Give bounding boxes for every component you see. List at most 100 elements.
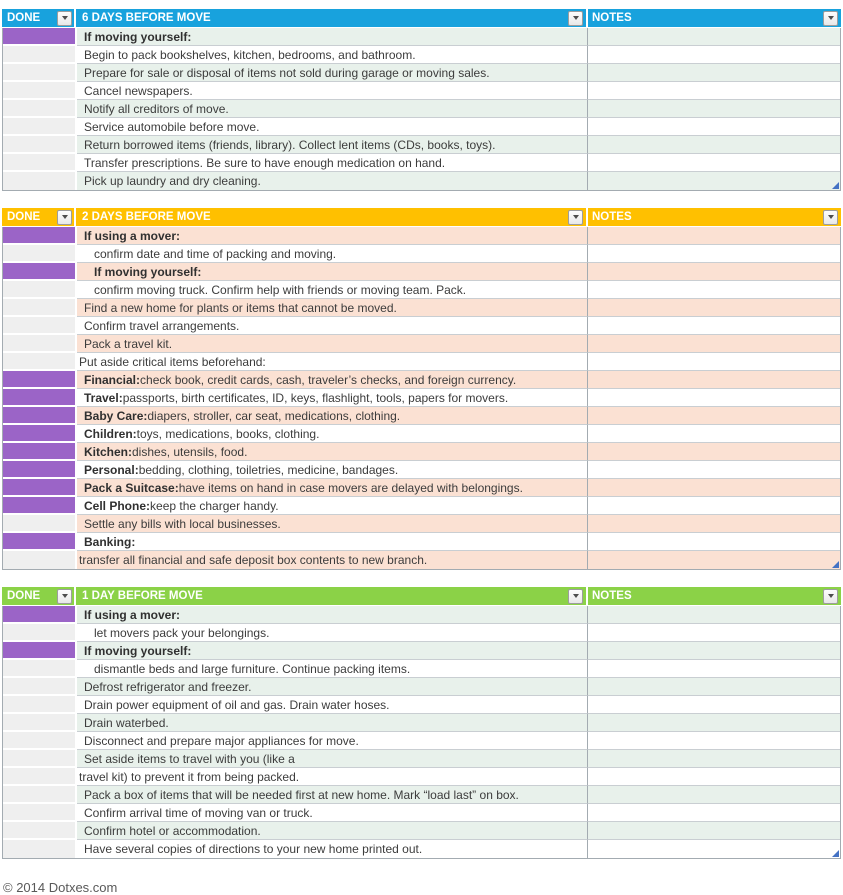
done-cell[interactable] <box>3 317 77 335</box>
notes-cell[interactable] <box>588 660 840 678</box>
done-cell[interactable] <box>3 696 77 714</box>
notes-cell[interactable] <box>588 100 840 118</box>
task-cell[interactable]: Drain power equipment of oil and gas. Dr… <box>77 696 588 714</box>
task-cell[interactable]: Baby Care: diapers, stroller, car seat, … <box>77 407 588 425</box>
done-cell[interactable] <box>3 82 77 100</box>
done-cell-marked[interactable] <box>3 533 77 551</box>
done-cell[interactable] <box>3 804 77 822</box>
task-cell[interactable]: Return borrowed items (friends, library)… <box>77 136 588 154</box>
notes-cell[interactable] <box>588 136 840 154</box>
done-cell[interactable] <box>3 118 77 136</box>
task-cell[interactable]: Settle any bills with local businesses. <box>77 515 588 533</box>
notes-cell[interactable] <box>588 678 840 696</box>
task-cell[interactable]: Banking: <box>77 533 588 551</box>
notes-cell[interactable] <box>588 624 840 642</box>
done-cell-marked[interactable] <box>3 407 77 425</box>
done-cell-marked[interactable] <box>3 389 77 407</box>
done-cell[interactable] <box>3 335 77 353</box>
notes-cell[interactable] <box>588 371 840 389</box>
task-cell[interactable]: Begin to pack bookshelves, kitchen, bedr… <box>77 46 588 64</box>
task-cell[interactable]: Service automobile before move. <box>77 118 588 136</box>
done-cell[interactable] <box>3 732 77 750</box>
notes-filter-dropdown[interactable] <box>823 10 838 26</box>
notes-cell[interactable] <box>588 714 840 732</box>
done-cell[interactable] <box>3 172 77 190</box>
task-cell[interactable]: Put aside critical items beforehand: <box>77 353 588 371</box>
notes-cell[interactable] <box>588 533 840 551</box>
notes-cell[interactable] <box>588 768 840 786</box>
task-cell[interactable]: If using a mover: <box>77 606 588 624</box>
notes-cell[interactable] <box>588 64 840 82</box>
task-cell[interactable]: Confirm arrival time of moving van or tr… <box>77 804 588 822</box>
done-cell-marked[interactable] <box>3 263 77 281</box>
task-cell[interactable]: Travel: passports, birth certificates, I… <box>77 389 588 407</box>
task-cell[interactable]: let movers pack your belongings. <box>77 624 588 642</box>
task-cell[interactable]: Transfer prescriptions. Be sure to have … <box>77 154 588 172</box>
task-cell[interactable]: Pack a Suitcase: have items on hand in c… <box>77 479 588 497</box>
task-cell[interactable]: Confirm travel arrangements. <box>77 317 588 335</box>
notes-cell[interactable] <box>588 461 840 479</box>
notes-cell[interactable] <box>588 245 840 263</box>
done-filter-dropdown[interactable] <box>57 209 72 225</box>
task-cell[interactable]: transfer all financial and safe deposit … <box>77 551 588 569</box>
notes-cell[interactable] <box>588 515 840 533</box>
done-cell[interactable] <box>3 515 77 533</box>
notes-cell[interactable] <box>588 443 840 461</box>
task-cell[interactable]: If moving yourself: <box>77 642 588 660</box>
notes-cell[interactable] <box>588 82 840 100</box>
done-cell-marked[interactable] <box>3 371 77 389</box>
task-cell[interactable]: dismantle beds and large furniture. Cont… <box>77 660 588 678</box>
notes-filter-dropdown[interactable] <box>823 209 838 225</box>
done-cell[interactable] <box>3 624 77 642</box>
notes-cell[interactable] <box>588 479 840 497</box>
task-filter-dropdown[interactable] <box>568 10 583 26</box>
notes-cell[interactable] <box>588 299 840 317</box>
notes-cell[interactable] <box>588 335 840 353</box>
done-cell[interactable] <box>3 750 77 768</box>
notes-cell[interactable] <box>588 425 840 443</box>
done-cell[interactable] <box>3 678 77 696</box>
done-filter-dropdown[interactable] <box>57 588 72 604</box>
notes-cell[interactable] <box>588 786 840 804</box>
task-cell[interactable]: Defrost refrigerator and freezer. <box>77 678 588 696</box>
notes-cell[interactable] <box>588 154 840 172</box>
notes-cell[interactable] <box>588 804 840 822</box>
task-cell[interactable]: Financial: check book, credit cards, cas… <box>77 371 588 389</box>
done-cell[interactable] <box>3 154 77 172</box>
done-cell[interactable] <box>3 840 77 858</box>
task-cell[interactable]: If using a mover: <box>77 227 588 245</box>
notes-filter-dropdown[interactable] <box>823 588 838 604</box>
notes-cell[interactable] <box>588 750 840 768</box>
task-cell[interactable]: Pick up laundry and dry cleaning. <box>77 172 588 190</box>
notes-cell[interactable] <box>588 642 840 660</box>
task-cell[interactable]: Have several copies of directions to you… <box>77 840 588 858</box>
task-filter-dropdown[interactable] <box>568 588 583 604</box>
task-cell[interactable]: confirm date and time of packing and mov… <box>77 245 588 263</box>
task-cell[interactable]: Confirm hotel or accommodation. <box>77 822 588 840</box>
task-cell[interactable]: Pack a box of items that will be needed … <box>77 786 588 804</box>
task-filter-dropdown[interactable] <box>568 209 583 225</box>
task-cell[interactable]: If moving yourself: <box>77 263 588 281</box>
done-cell-marked[interactable] <box>3 227 77 245</box>
task-cell[interactable]: Cancel newspapers. <box>77 82 588 100</box>
notes-cell[interactable] <box>588 353 840 371</box>
task-cell[interactable]: Personal: bedding, clothing, toiletries,… <box>77 461 588 479</box>
done-cell-marked[interactable] <box>3 497 77 515</box>
notes-cell[interactable] <box>588 227 840 245</box>
done-cell-marked[interactable] <box>3 642 77 660</box>
done-cell[interactable] <box>3 136 77 154</box>
done-cell[interactable] <box>3 46 77 64</box>
done-cell-marked[interactable] <box>3 443 77 461</box>
notes-cell[interactable] <box>588 606 840 624</box>
done-cell[interactable] <box>3 714 77 732</box>
notes-cell[interactable] <box>588 317 840 335</box>
task-cell[interactable]: Find a new home for plants or items that… <box>77 299 588 317</box>
task-cell[interactable]: Drain waterbed. <box>77 714 588 732</box>
notes-cell[interactable] <box>588 407 840 425</box>
notes-cell[interactable] <box>588 172 840 190</box>
notes-cell[interactable] <box>588 263 840 281</box>
notes-cell[interactable] <box>588 118 840 136</box>
task-cell[interactable]: Pack a travel kit. <box>77 335 588 353</box>
table-resize-handle[interactable] <box>832 561 839 568</box>
done-cell[interactable] <box>3 281 77 299</box>
